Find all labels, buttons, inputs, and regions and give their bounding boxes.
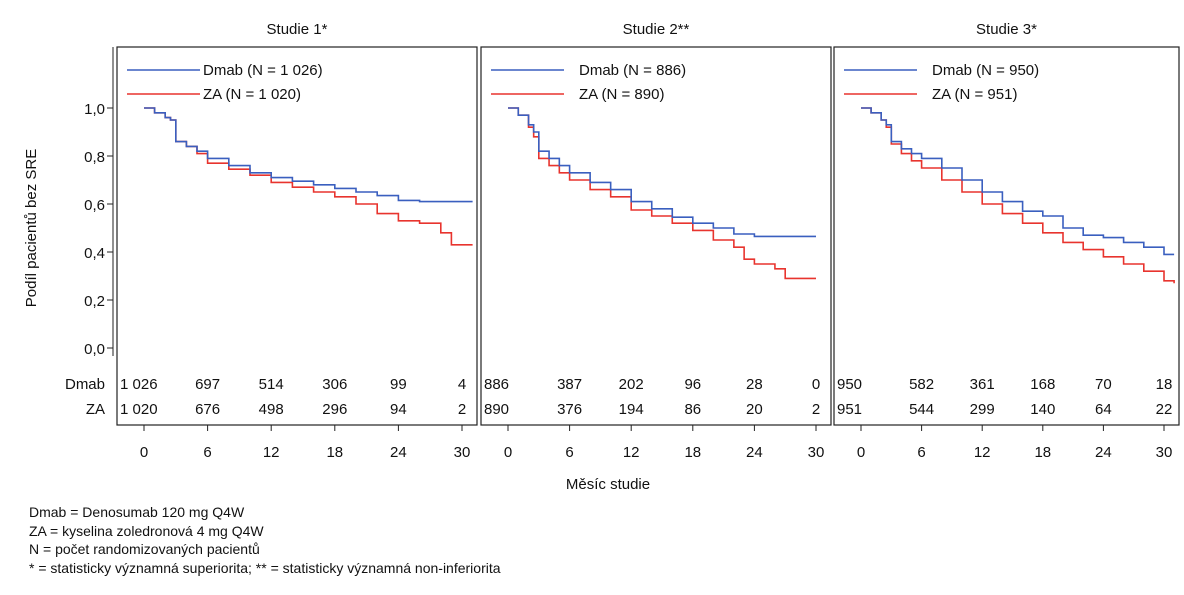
panel-title: Studie 3* <box>976 21 1037 38</box>
at-risk-za: 94 <box>390 401 407 418</box>
at-risk-dmab: 4 <box>458 376 466 393</box>
at-risk-za: 376 <box>557 401 582 418</box>
km-curve-dmab <box>144 107 473 203</box>
x-tick-label: 12 <box>974 444 991 461</box>
legend-label-za: ZA (N = 890) <box>579 86 664 103</box>
km-curve-dmab <box>861 107 1175 256</box>
y-tick-label: 1,0 <box>84 101 105 118</box>
y-axis-title: Podíl pacientů bez SRE <box>23 149 40 307</box>
at-risk-za: 140 <box>1030 401 1055 418</box>
x-axis-title: Měsíc studie <box>566 476 650 493</box>
footnote-significance: * = statisticky významná superiorita; **… <box>29 559 501 576</box>
risk-row-label-dmab: Dmab <box>65 376 105 393</box>
risk-row-label-za: ZA <box>86 401 105 418</box>
legend-label-za: ZA (N = 1 020) <box>203 86 301 103</box>
legend-label-dmab: Dmab (N = 950) <box>932 62 1039 79</box>
legend-label-dmab: Dmab (N = 886) <box>579 62 686 79</box>
km-curve-za <box>144 107 473 246</box>
at-risk-dmab: 886 <box>484 376 509 393</box>
at-risk-dmab: 697 <box>195 376 220 393</box>
at-risk-za: 86 <box>684 401 701 418</box>
x-tick-label: 30 <box>1156 444 1173 461</box>
footnote-za: ZA = kyselina zoledronová 4 mg Q4W <box>29 522 264 539</box>
x-tick-label: 0 <box>140 444 148 461</box>
x-tick-label: 30 <box>808 444 825 461</box>
km-curve-za <box>861 107 1175 284</box>
at-risk-za: 951 <box>837 401 862 418</box>
at-risk-dmab: 70 <box>1095 376 1112 393</box>
at-risk-za: 676 <box>195 401 220 418</box>
y-tick-label: 0,4 <box>84 245 105 262</box>
footnotes: Dmab = Denosumab 120 mg Q4W ZA = kyselin… <box>29 503 501 577</box>
x-tick-label: 24 <box>390 444 407 461</box>
at-risk-za: 64 <box>1095 401 1112 418</box>
at-risk-za: 2 <box>812 401 820 418</box>
kaplan-meier-chart: Podíl pacientů bez SRE 0,0 0,2 0,4 0,6 0,8 1,0… <box>23 21 1180 493</box>
x-tick-label: 12 <box>263 444 280 461</box>
panel-frame <box>480 46 832 426</box>
at-risk-za: 299 <box>970 401 995 418</box>
at-risk-za: 20 <box>746 401 763 418</box>
panel-title: Studie 2** <box>623 21 690 38</box>
at-risk-dmab: 0 <box>812 376 820 393</box>
at-risk-dmab: 387 <box>557 376 582 393</box>
at-risk-dmab: 96 <box>684 376 701 393</box>
at-risk-za: 498 <box>259 401 284 418</box>
y-tick-label: 0,0 <box>84 341 105 358</box>
x-tick-label: 12 <box>623 444 640 461</box>
y-tick-label: 0,8 <box>84 149 105 166</box>
panel-title: Studie 1* <box>267 21 328 38</box>
km-curve-dmab <box>508 107 816 238</box>
panel-frame <box>833 46 1180 426</box>
y-tick-label: 0,2 <box>84 293 105 310</box>
y-tick-label: 0,6 <box>84 197 105 214</box>
at-risk-dmab: 18 <box>1156 376 1173 393</box>
legend-label-dmab: Dmab (N = 1 026) <box>203 62 323 79</box>
x-tick-label: 18 <box>684 444 701 461</box>
x-tick-label: 24 <box>1095 444 1112 461</box>
at-risk-dmab: 202 <box>619 376 644 393</box>
x-tick-label: 30 <box>454 444 471 461</box>
panel-frame <box>116 46 478 426</box>
at-risk-dmab: 582 <box>909 376 934 393</box>
at-risk-za: 544 <box>909 401 934 418</box>
x-tick-label: 6 <box>565 444 573 461</box>
x-tick-label: 0 <box>857 444 865 461</box>
footnote-n: N = počet randomizovaných pacientů <box>29 541 260 557</box>
at-risk-dmab: 306 <box>322 376 347 393</box>
legend-label-za: ZA (N = 951) <box>932 86 1017 103</box>
at-risk-za: 296 <box>322 401 347 418</box>
x-tick-label: 6 <box>917 444 925 461</box>
at-risk-za: 2 <box>458 401 466 418</box>
x-tick-label: 24 <box>746 444 763 461</box>
at-risk-dmab: 28 <box>746 376 763 393</box>
x-tick-label: 18 <box>1034 444 1051 461</box>
at-risk-za: 890 <box>484 401 509 418</box>
at-risk-za: 1 020 <box>120 401 158 418</box>
x-tick-label: 18 <box>326 444 343 461</box>
x-tick-label: 6 <box>203 444 211 461</box>
at-risk-dmab: 361 <box>970 376 995 393</box>
footnote-dmab: Dmab = Denosumab 120 mg Q4W <box>29 504 245 520</box>
at-risk-dmab: 950 <box>837 376 862 393</box>
km-curve-za <box>508 107 816 280</box>
at-risk-dmab: 1 026 <box>120 376 158 393</box>
x-tick-label: 0 <box>504 444 512 461</box>
at-risk-dmab: 168 <box>1030 376 1055 393</box>
at-risk-za: 194 <box>619 401 644 418</box>
at-risk-dmab: 99 <box>390 376 407 393</box>
at-risk-za: 22 <box>1156 401 1173 418</box>
at-risk-dmab: 514 <box>259 376 284 393</box>
